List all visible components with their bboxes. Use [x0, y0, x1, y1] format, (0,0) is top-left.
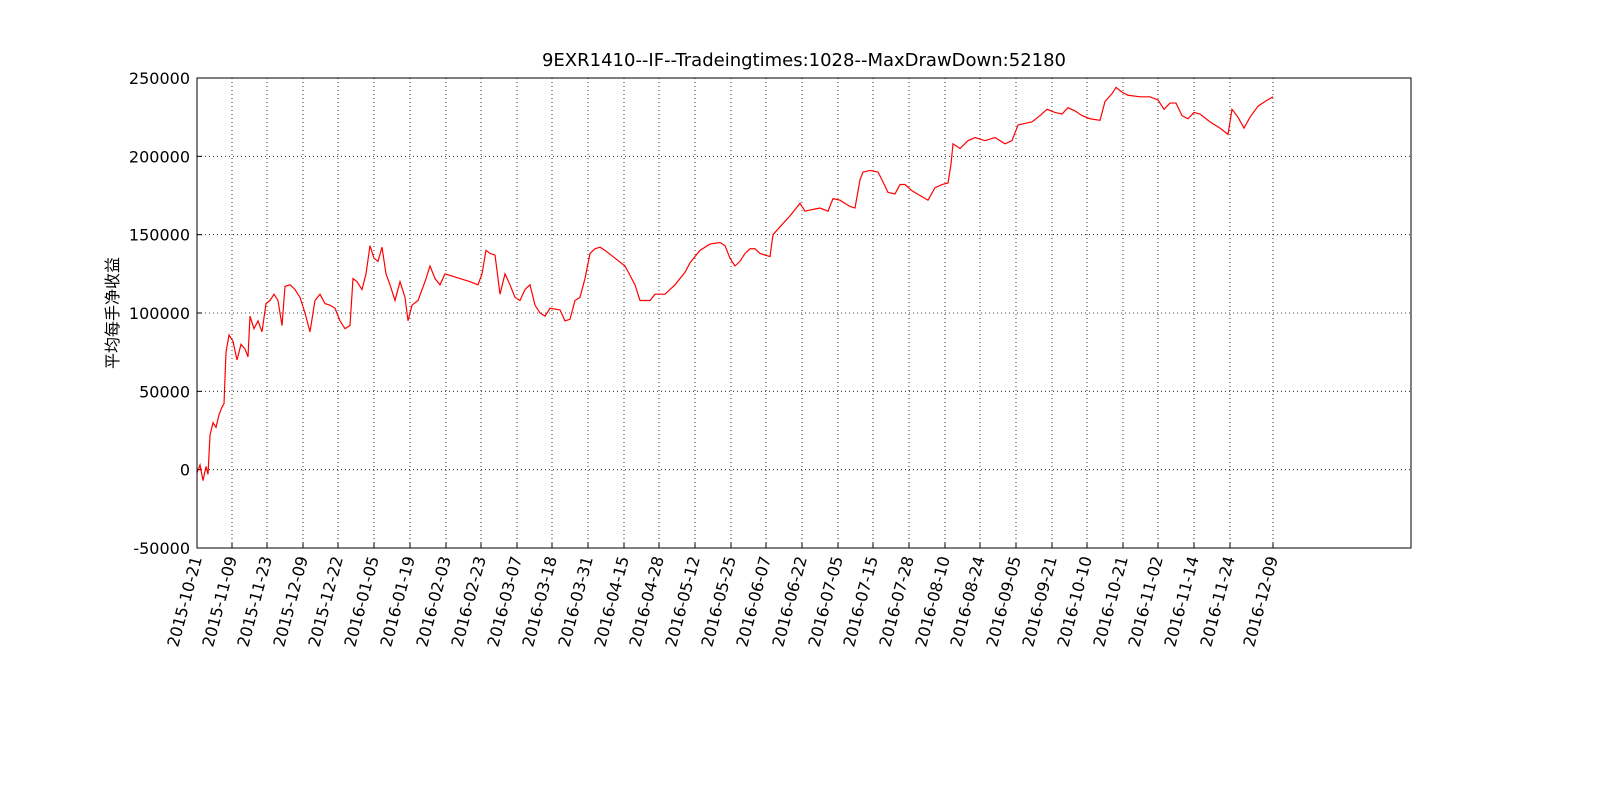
y-tick-label: 50000: [139, 382, 190, 401]
data-line: [196, 86, 1274, 481]
y-tick-label: 150000: [129, 226, 190, 245]
y-axis-label: 平均每手净收益: [103, 257, 122, 369]
y-tick-label: 100000: [129, 304, 190, 323]
y-tick-label: 200000: [129, 147, 190, 166]
plot-frame: [196, 77, 1412, 549]
y-tick-label: -50000: [133, 539, 190, 558]
y-tick-label: 0: [180, 461, 190, 480]
chart-title: 9EXR1410--IF--Tradeingtimes:1028--MaxDra…: [542, 50, 1066, 71]
y-tick-label: 250000: [129, 69, 190, 88]
